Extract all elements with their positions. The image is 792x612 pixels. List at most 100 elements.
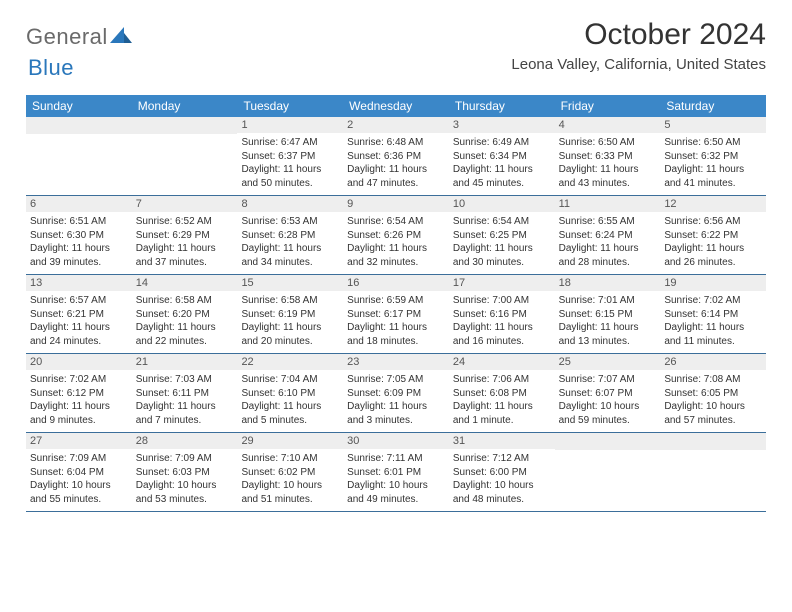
day-number: 31: [449, 433, 555, 449]
daylight-line: Daylight: 11 hours and 11 minutes.: [664, 321, 762, 348]
month-title: October 2024: [511, 18, 766, 52]
sunrise-line: Sunrise: 6:58 AM: [136, 294, 234, 308]
sunset-line: Sunset: 6:15 PM: [559, 308, 657, 322]
dow-friday: Friday: [555, 95, 661, 117]
day-cell: 26 Sunrise: 7:08 AMSunset: 6:05 PMDayligh…: [660, 354, 766, 432]
sunrise-line: Sunrise: 6:53 AM: [241, 215, 339, 229]
day-cell: 27Sunrise: 7:09 AMSunset: 6:04 PMDayligh…: [26, 433, 132, 511]
day-cell: 23Sunrise: 7:05 AMSunset: 6:09 PMDayligh…: [343, 354, 449, 432]
day-number: 23: [343, 354, 449, 370]
day-number: 26: [660, 354, 766, 370]
sunset-line: Sunset: 6:05 PM: [664, 387, 762, 401]
sunrise-line: Sunrise: 7:04 AM: [241, 373, 339, 387]
daylight-line: Daylight: 11 hours and 32 minutes.: [347, 242, 445, 269]
week-row: 27Sunrise: 7:09 AMSunset: 6:04 PMDayligh…: [26, 433, 766, 512]
daylight-line: Daylight: 11 hours and 18 minutes.: [347, 321, 445, 348]
sunrise-line: Sunrise: 7:10 AM: [241, 452, 339, 466]
sunrise-line: Sunrise: 6:59 AM: [347, 294, 445, 308]
calendar-page: General October 2024 Leona Valley, Calif…: [0, 0, 792, 522]
title-block: October 2024 Leona Valley, California, U…: [511, 18, 766, 73]
day-cell: 22Sunrise: 7:04 AMSunset: 6:10 PMDayligh…: [237, 354, 343, 432]
daylight-line: Daylight: 10 hours and 57 minutes.: [664, 400, 762, 427]
day-cell: 10Sunrise: 6:54 AMSunset: 6:25 PMDayligh…: [449, 196, 555, 274]
day-number: 25: [555, 354, 661, 370]
sunset-line: Sunset: 6:21 PM: [30, 308, 128, 322]
day-body: Sunrise: 7:03 AMSunset: 6:11 PMDaylight:…: [132, 370, 238, 431]
daylight-line: Daylight: 11 hours and 7 minutes.: [136, 400, 234, 427]
week-row: 13Sunrise: 6:57 AMSunset: 6:21 PMDayligh…: [26, 275, 766, 354]
day-number: 12: [660, 196, 766, 212]
day-cell: [26, 117, 132, 195]
day-cell: 9Sunrise: 6:54 AMSunset: 6:26 PMDaylight…: [343, 196, 449, 274]
sunrise-line: Sunrise: 7:01 AM: [559, 294, 657, 308]
day-number: 8: [237, 196, 343, 212]
daylight-line: Daylight: 11 hours and 41 minutes.: [664, 163, 762, 190]
sunset-line: Sunset: 6:16 PM: [453, 308, 551, 322]
dow-saturday: Saturday: [660, 95, 766, 117]
day-body: Sunrise: 7:10 AMSunset: 6:02 PMDaylight:…: [237, 449, 343, 510]
day-body: Sunrise: 7:05 AMSunset: 6:09 PMDaylight:…: [343, 370, 449, 431]
daylight-line: Daylight: 10 hours and 55 minutes.: [30, 479, 128, 506]
sunrise-line: Sunrise: 6:50 AM: [664, 136, 762, 150]
sunrise-line: Sunrise: 6:54 AM: [347, 215, 445, 229]
day-number: 15: [237, 275, 343, 291]
sunrise-line: Sunrise: 7:08 AM: [664, 373, 762, 387]
day-body: Sunrise: 7:06 AMSunset: 6:08 PMDaylight:…: [449, 370, 555, 431]
day-body: Sunrise: 6:51 AMSunset: 6:30 PMDaylight:…: [26, 212, 132, 273]
day-cell: 5Sunrise: 6:50 AMSunset: 6:32 PMDaylight…: [660, 117, 766, 195]
day-cell: 2Sunrise: 6:48 AMSunset: 6:36 PMDaylight…: [343, 117, 449, 195]
day-number: 1: [237, 117, 343, 133]
sunset-line: Sunset: 6:26 PM: [347, 229, 445, 243]
sunset-line: Sunset: 6:09 PM: [347, 387, 445, 401]
daylight-line: Daylight: 11 hours and 20 minutes.: [241, 321, 339, 348]
day-number: 24: [449, 354, 555, 370]
sunrise-line: Sunrise: 6:47 AM: [241, 136, 339, 150]
day-body: Sunrise: 6:58 AMSunset: 6:19 PMDaylight:…: [237, 291, 343, 352]
daylight-line: Daylight: 11 hours and 47 minutes.: [347, 163, 445, 190]
sunrise-line: Sunrise: 6:49 AM: [453, 136, 551, 150]
sunset-line: Sunset: 6:08 PM: [453, 387, 551, 401]
dow-thursday: Thursday: [449, 95, 555, 117]
logo-text-blue: Blue: [28, 55, 74, 80]
day-body: Sunrise: 7:02 AMSunset: 6:12 PMDaylight:…: [26, 370, 132, 431]
sunset-line: Sunset: 6:07 PM: [559, 387, 657, 401]
sunrise-line: Sunrise: 7:06 AM: [453, 373, 551, 387]
sunset-line: Sunset: 6:34 PM: [453, 150, 551, 164]
day-cell: 25Sunrise: 7:07 AMSunset: 6:07 PMDayligh…: [555, 354, 661, 432]
day-body: [555, 450, 661, 505]
week-row: 1 Sunrise: 6:47 AMSunset: 6:37 PM Daylight…: [26, 117, 766, 196]
sunset-line: Sunset: 6:25 PM: [453, 229, 551, 243]
day-body: Sunrise: 7:00 AMSunset: 6:16 PMDaylight:…: [449, 291, 555, 352]
day-body: [660, 450, 766, 505]
day-body: Sunrise: 7:09 AMSunset: 6:04 PMDaylight:…: [26, 449, 132, 510]
day-cell: 14Sunrise: 6:58 AMSunset: 6:20 PMDayligh…: [132, 275, 238, 353]
day-number: 4: [555, 117, 661, 133]
day-number: 22: [237, 354, 343, 370]
sunset-line: Sunset: 6:03 PM: [136, 466, 234, 480]
day-cell: 6Sunrise: 6:51 AMSunset: 6:30 PMDaylight…: [26, 196, 132, 274]
day-number: 2: [343, 117, 449, 133]
sunset-line: Sunset: 6:30 PM: [30, 229, 128, 243]
day-cell: 8Sunrise: 6:53 AMSunset: 6:28 PMDaylight…: [237, 196, 343, 274]
calendar-grid: Sunday Monday Tuesday Wednesday Thursday…: [26, 95, 766, 512]
sunrise-line: Sunrise: 7:02 AM: [664, 294, 762, 308]
day-body: Sunrise: 6:48 AMSunset: 6:36 PMDaylight:…: [343, 133, 449, 194]
day-number: 16: [343, 275, 449, 291]
day-cell: [132, 117, 238, 195]
day-number: 3: [449, 117, 555, 133]
day-body: Sunrise: 7:01 AMSunset: 6:15 PMDaylight:…: [555, 291, 661, 352]
daylight-line: Daylight: 11 hours and 22 minutes.: [136, 321, 234, 348]
sunrise-line: Sunrise: 7:02 AM: [30, 373, 128, 387]
sunset-line: Sunset: 6:11 PM: [136, 387, 234, 401]
day-number: 7: [132, 196, 238, 212]
daylight-line: Daylight: 10 hours and 49 minutes.: [347, 479, 445, 506]
dow-sunday: Sunday: [26, 95, 132, 117]
day-cell: 18Sunrise: 7:01 AMSunset: 6:15 PMDayligh…: [555, 275, 661, 353]
sunset-line: Sunset: 6:10 PM: [241, 387, 339, 401]
day-cell: [660, 433, 766, 511]
sunset-line: Sunset: 6:37 PM: [241, 150, 339, 164]
sunset-line: Sunset: 6:20 PM: [136, 308, 234, 322]
sunrise-line: Sunrise: 6:51 AM: [30, 215, 128, 229]
daylight-line: Daylight: 11 hours and 34 minutes.: [241, 242, 339, 269]
daylight-line: Daylight: 11 hours and 26 minutes.: [664, 242, 762, 269]
